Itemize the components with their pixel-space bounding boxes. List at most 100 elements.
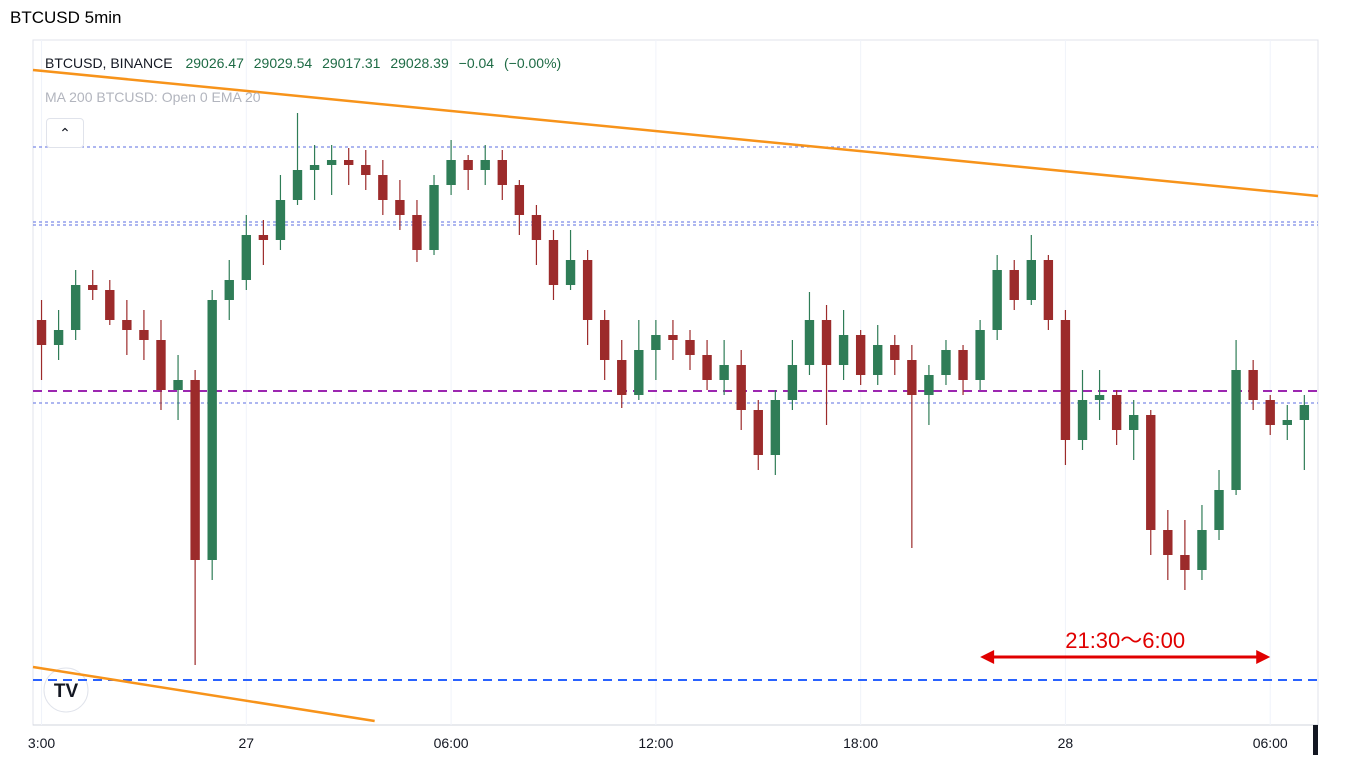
candle-body — [1009, 270, 1019, 300]
candle-body — [292, 170, 303, 200]
candle-body — [1060, 320, 1071, 440]
candle-body — [378, 175, 388, 200]
candle-body — [531, 215, 542, 240]
candle-body — [53, 330, 64, 345]
symbol-header: BTCUSD, BINANCE 29026.47 29029.54 29017.… — [45, 55, 567, 71]
x-tick-label: 28 — [1058, 735, 1074, 751]
candle-body — [975, 330, 985, 380]
candle-body — [855, 335, 866, 375]
x-tick-label: 06:00 — [434, 735, 469, 751]
candle-body — [617, 360, 627, 395]
candle-body — [821, 320, 832, 365]
trend-line — [32, 665, 375, 723]
candle-body — [309, 165, 320, 170]
candle-body — [70, 285, 81, 330]
low-value: 29017.31 — [322, 55, 381, 71]
change-pct: (−0.00%) — [503, 55, 562, 71]
candle-body — [463, 160, 473, 170]
x-tick-label: 27 — [239, 735, 255, 751]
scroll-handle[interactable] — [1313, 725, 1318, 755]
candle-body — [873, 345, 883, 375]
indicator-label[interactable]: MA 200 BTCUSD: Open 0 EMA 20 — [45, 89, 261, 105]
candle-body — [1043, 260, 1054, 320]
candle-body — [105, 290, 115, 320]
candle-body — [258, 235, 269, 240]
candle-body — [1180, 555, 1190, 570]
candle-body — [361, 165, 371, 175]
candle-body — [514, 185, 525, 215]
candle-body — [497, 160, 507, 185]
arrow-head — [980, 650, 995, 664]
candle-body — [1197, 530, 1207, 570]
candle-body — [1077, 400, 1088, 440]
candle-body — [736, 365, 746, 410]
candle-body — [173, 380, 183, 390]
change: −0.04 — [458, 55, 495, 71]
x-tick-label: 3:00 — [28, 735, 55, 751]
candle-body — [88, 285, 98, 290]
candle-body — [429, 185, 439, 250]
candle-body — [1163, 530, 1173, 555]
candle-body — [1231, 370, 1241, 490]
open-value: 29026.47 — [185, 55, 244, 71]
plot-area — [32, 39, 1319, 726]
candle-body — [719, 365, 729, 380]
candle-body — [446, 160, 456, 185]
candle-body — [890, 345, 900, 360]
collapse-button[interactable]: ⌃ — [46, 118, 84, 148]
candle-body — [1299, 405, 1310, 420]
candle-body — [958, 350, 968, 380]
candle-body — [582, 260, 593, 320]
candle-body — [634, 350, 644, 395]
candle-body — [36, 320, 47, 345]
arrow-head — [1256, 650, 1271, 664]
candle-body — [1094, 395, 1105, 400]
candle-body — [770, 400, 781, 455]
candle-body — [668, 335, 678, 340]
candle-body — [224, 280, 234, 300]
close-value: 29028.39 — [390, 55, 449, 71]
candle-body — [156, 340, 166, 390]
x-tick-label: 18:00 — [843, 735, 878, 751]
candle-body — [548, 240, 559, 285]
candle-body — [838, 335, 849, 365]
candle-body — [941, 350, 951, 375]
page-title: BTCUSD 5min — [10, 8, 122, 27]
candle-body — [344, 160, 354, 165]
candle-body — [1282, 420, 1292, 425]
candle-body — [924, 375, 934, 395]
candle-body — [207, 300, 217, 560]
candle-body — [907, 360, 917, 395]
candle-body — [685, 340, 695, 355]
x-tick-label: 12:00 — [638, 735, 673, 751]
candle-body — [122, 320, 132, 330]
candle-body — [1248, 370, 1258, 400]
candle-body — [992, 270, 1002, 330]
logo-mark: TV — [54, 681, 79, 702]
candle-body — [1129, 415, 1139, 430]
candle-body — [702, 355, 712, 380]
candle-body — [1146, 415, 1156, 530]
candle-body — [787, 365, 798, 400]
candle-body — [241, 235, 252, 280]
annotation-text: 21:30〜6:00 — [1065, 628, 1185, 653]
x-tick-label: 06:00 — [1253, 735, 1288, 751]
candle-body — [753, 410, 763, 455]
candle-body — [412, 215, 422, 250]
candle-body — [565, 260, 576, 285]
candle-body — [804, 320, 815, 365]
high-value: 29029.54 — [253, 55, 313, 71]
candle-body — [1111, 395, 1122, 430]
candle-body — [190, 380, 200, 560]
candle-body — [395, 200, 405, 215]
candle-body — [599, 320, 610, 360]
candle-body — [480, 160, 490, 170]
candle-body — [139, 330, 149, 340]
candle-body — [1026, 260, 1036, 300]
candle-body — [1265, 400, 1275, 425]
candle-body — [326, 160, 337, 165]
symbol: BTCUSD, BINANCE — [45, 55, 173, 71]
trend-line — [32, 68, 1319, 198]
